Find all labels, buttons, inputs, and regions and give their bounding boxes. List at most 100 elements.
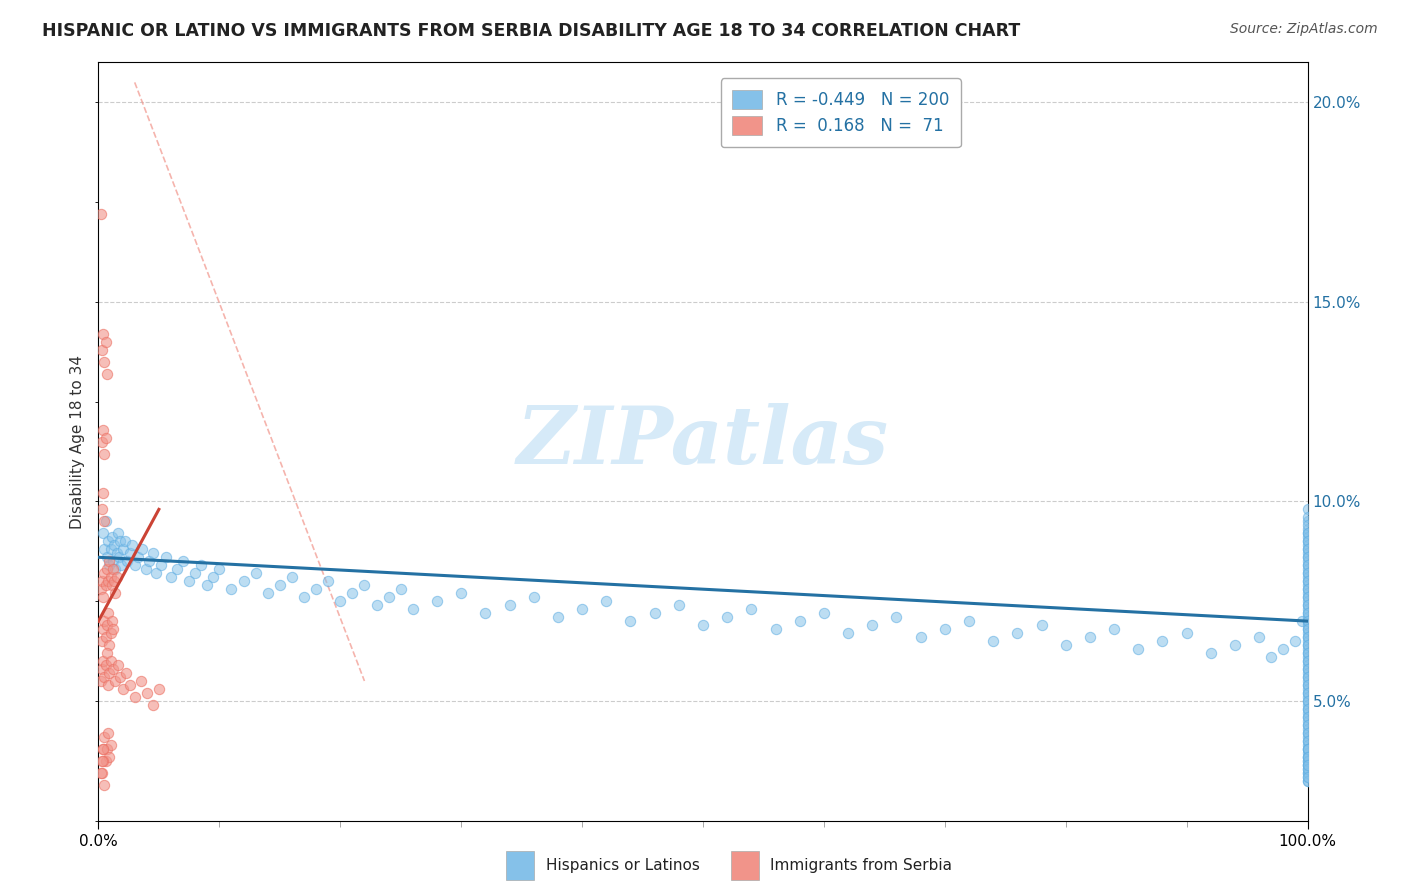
Point	[91, 765, 114, 780]
Point	[1296, 746, 1319, 760]
Point	[1296, 526, 1319, 541]
Point	[1296, 741, 1319, 756]
Point	[93, 542, 115, 557]
Point	[1296, 538, 1319, 552]
Point	[1296, 574, 1319, 589]
Point	[208, 562, 231, 576]
Point	[114, 534, 136, 549]
Point	[1296, 765, 1319, 780]
Point	[1296, 534, 1319, 549]
Point	[1296, 757, 1319, 772]
Point	[105, 570, 128, 584]
Point	[101, 554, 124, 568]
Point	[105, 546, 128, 560]
Legend: R = -0.449   N = 200, R =  0.168   N =  71: R = -0.449 N = 200, R = 0.168 N = 71	[721, 78, 960, 147]
Point	[910, 630, 932, 644]
Point	[1296, 630, 1319, 644]
Point	[94, 514, 117, 528]
Point	[1296, 510, 1319, 524]
Point	[1296, 773, 1319, 788]
Point	[1296, 694, 1319, 708]
Point	[256, 586, 278, 600]
Point	[108, 534, 131, 549]
Point	[111, 681, 134, 696]
Point	[1296, 542, 1319, 557]
Point	[1296, 698, 1319, 712]
Point	[91, 423, 114, 437]
Point	[100, 578, 122, 592]
Point	[129, 673, 152, 688]
Text: Immigrants from Serbia: Immigrants from Serbia	[770, 858, 952, 872]
Point	[837, 626, 859, 640]
Point	[1296, 634, 1319, 648]
Point	[1296, 518, 1319, 533]
Point	[1296, 741, 1319, 756]
Point	[221, 582, 243, 597]
Point	[1296, 770, 1319, 784]
Point	[1296, 598, 1319, 612]
Point	[934, 622, 956, 636]
Point	[91, 343, 114, 357]
Point	[1296, 570, 1319, 584]
Point	[1296, 670, 1319, 684]
Point	[91, 502, 114, 516]
Point	[91, 754, 114, 768]
Point	[142, 698, 165, 712]
Point	[740, 602, 762, 616]
Point	[1296, 665, 1319, 680]
Point	[1296, 658, 1319, 673]
Point	[1152, 634, 1174, 648]
Point	[1296, 654, 1319, 668]
Point	[316, 574, 339, 589]
Point	[1296, 678, 1319, 692]
Point	[426, 594, 449, 608]
Point	[98, 749, 121, 764]
Point	[1296, 558, 1319, 573]
Point	[172, 554, 194, 568]
Point	[111, 542, 134, 557]
Point	[108, 550, 131, 565]
Point	[1296, 602, 1319, 616]
Point	[1296, 686, 1319, 700]
Point	[1296, 749, 1319, 764]
Text: Hispanics or Latinos: Hispanics or Latinos	[546, 858, 699, 872]
Point	[1296, 646, 1319, 660]
Point	[595, 594, 617, 608]
Point	[1296, 690, 1319, 704]
Point	[523, 590, 546, 604]
Point	[98, 558, 121, 573]
Point	[166, 562, 188, 576]
Point	[91, 486, 114, 500]
Point	[1296, 710, 1319, 724]
Point	[97, 678, 120, 692]
Point	[619, 614, 641, 628]
Point	[90, 673, 112, 688]
Point	[1296, 622, 1319, 636]
Point	[1296, 638, 1319, 652]
Point	[1296, 718, 1319, 732]
Point	[195, 578, 218, 592]
Point	[1296, 762, 1319, 776]
Point	[96, 618, 118, 632]
Point	[104, 673, 127, 688]
Point	[190, 558, 212, 573]
Point	[184, 566, 207, 581]
Point	[1296, 754, 1319, 768]
Point	[1296, 574, 1319, 589]
Point	[1296, 562, 1319, 576]
Point	[329, 594, 352, 608]
Point	[474, 606, 496, 620]
Point	[1007, 626, 1029, 640]
Point	[1296, 762, 1319, 776]
Point	[104, 586, 127, 600]
Point	[957, 614, 980, 628]
Point	[96, 646, 118, 660]
Point	[1296, 734, 1319, 748]
Point	[100, 614, 122, 628]
Point	[1296, 622, 1319, 636]
Point	[1296, 594, 1319, 608]
Point	[138, 554, 160, 568]
Point	[93, 670, 115, 684]
Point	[1296, 586, 1319, 600]
Point	[91, 741, 114, 756]
